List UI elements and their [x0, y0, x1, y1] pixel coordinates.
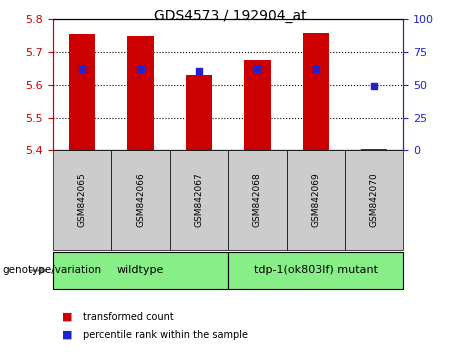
Text: GSM842066: GSM842066 [136, 173, 145, 227]
Bar [127, 36, 154, 150]
Point [312, 67, 319, 72]
Text: ■: ■ [62, 312, 73, 322]
Bar [69, 34, 95, 150]
Bar [302, 33, 329, 150]
Text: GSM842067: GSM842067 [195, 173, 203, 227]
Point [371, 84, 378, 89]
Text: tdp-1(ok803lf) mutant: tdp-1(ok803lf) mutant [254, 266, 378, 275]
Text: GSM842065: GSM842065 [78, 173, 87, 227]
Text: GSM842069: GSM842069 [311, 173, 320, 227]
Text: ■: ■ [62, 330, 73, 339]
Text: percentile rank within the sample: percentile rank within the sample [83, 330, 248, 339]
Bar [244, 61, 271, 150]
Point [78, 67, 86, 72]
Text: transformed count: transformed count [83, 312, 174, 322]
Point [254, 67, 261, 72]
Text: wildtype: wildtype [117, 266, 164, 275]
Bar [361, 149, 387, 150]
Point [195, 68, 203, 73]
Text: GDS4573 / 192904_at: GDS4573 / 192904_at [154, 9, 307, 23]
Text: GSM842068: GSM842068 [253, 173, 262, 227]
Text: genotype/variation: genotype/variation [2, 266, 101, 275]
Point [137, 67, 144, 72]
Text: GSM842070: GSM842070 [370, 173, 378, 227]
Bar [186, 75, 212, 150]
